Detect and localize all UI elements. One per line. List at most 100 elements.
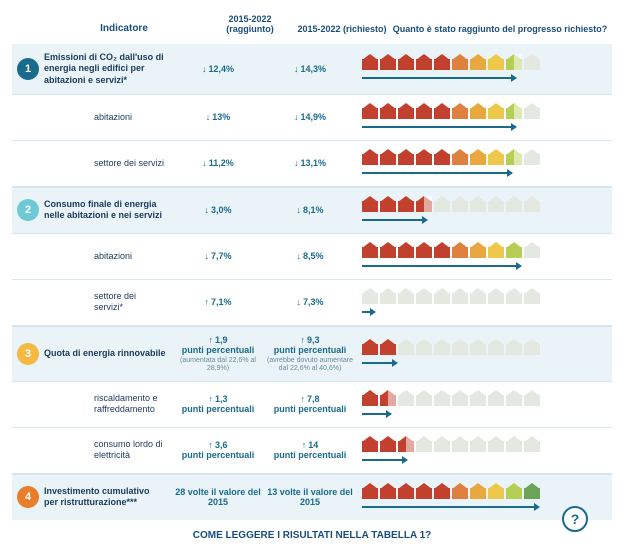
indicator-row-sub: settore dei servizi11,2%13,1% [12, 141, 612, 186]
value-cell: 14,9% [264, 112, 356, 122]
house-icon [470, 54, 486, 70]
chart-col [356, 339, 612, 368]
house-icon [416, 436, 432, 452]
footer: COME LEGGERE I RISULTATI NELLA TABELLA 1… [12, 520, 612, 545]
house-icon [452, 390, 468, 406]
house-icon [506, 149, 522, 165]
value-cell: 1,3punti percentuali [172, 394, 264, 414]
value-cell: 11,2% [172, 158, 264, 168]
value-unit: punti percentuali [264, 345, 356, 355]
chart-col [356, 54, 612, 83]
indicator-label: Investimento cumulativo per ristrutturaz… [44, 486, 172, 509]
value-text: 14 [264, 440, 356, 450]
house-icon [470, 103, 486, 119]
progress-arrow [362, 307, 376, 317]
value-text: 1,9 [172, 335, 264, 345]
indicator-row-main: 4Investimento cumulativo per ristruttura… [12, 475, 612, 520]
value-text: 11,2% [172, 158, 264, 168]
progress-arrow [362, 122, 517, 132]
house-icon [488, 339, 504, 355]
value-unit: punti percentuali [264, 404, 356, 414]
value-unit: punti percentuali [172, 345, 264, 355]
house-icon [434, 54, 450, 70]
house-icon [416, 149, 432, 165]
house-icon [398, 390, 414, 406]
indicator-row-main: 2Consumo finale di energia nelle abitazi… [12, 188, 612, 233]
indicator-row-main: 1Emissioni di CO₂ dall'uso di energia ne… [12, 44, 612, 94]
value-text: 3,0% [172, 205, 264, 215]
house-icon [416, 242, 432, 258]
value-subtext: (avrebbe dovuto aumentare dal 22,6% al 4… [264, 357, 356, 373]
house-icon [362, 436, 378, 452]
value-text: 13 volte il valore del 2015 [264, 487, 356, 507]
house-icon [506, 483, 522, 499]
chart-col [356, 103, 612, 132]
value-cell: 7,3% [264, 297, 356, 307]
house-icon [488, 390, 504, 406]
house-icon [524, 242, 540, 258]
house-icon [506, 436, 522, 452]
indicator-row-sub: abitazioni13%14,9% [12, 95, 612, 140]
house-icon [452, 149, 468, 165]
value-unit: punti percentuali [264, 450, 356, 460]
house-icon [398, 54, 414, 70]
house-icon [452, 339, 468, 355]
house-icon [452, 483, 468, 499]
value-cell: 7,1% [172, 297, 264, 307]
value-cell: 9,3punti percentuali (avrebbe dovuto aume… [264, 335, 356, 373]
header-indicatore: Indicatore [44, 23, 204, 34]
houses-chart [362, 149, 540, 165]
chart-col [356, 242, 612, 271]
house-icon [524, 390, 540, 406]
house-icon [380, 149, 396, 165]
house-icon [506, 103, 522, 119]
indicator-label: riscaldamento e raffreddamento [44, 393, 172, 416]
house-icon [488, 288, 504, 304]
value-cell: 13 volte il valore del 2015 [264, 487, 356, 507]
houses-chart [362, 390, 540, 406]
progress-arrow [362, 502, 540, 512]
value-text: 14,3% [264, 64, 356, 74]
progress-arrow [362, 215, 428, 225]
header-raggiunto: 2015-2022 (raggiunto) [204, 14, 296, 34]
value-cell: 8,1% [264, 205, 356, 215]
value-cell: 13% [172, 112, 264, 122]
house-icon [398, 288, 414, 304]
value-text: 7,8 [264, 394, 356, 404]
house-icon [434, 339, 450, 355]
value-text: 8,5% [264, 251, 356, 261]
progress-arrow [362, 168, 513, 178]
value-cell: 3,0% [172, 205, 264, 215]
house-icon [524, 288, 540, 304]
house-icon [506, 288, 522, 304]
progress-arrow [362, 358, 398, 368]
house-icon [452, 196, 468, 212]
value-unit: punti percentuali [172, 450, 264, 460]
indicator-label: Emissioni di CO₂ dall'uso di energia neg… [44, 52, 172, 86]
help-icon[interactable]: ? [562, 506, 588, 532]
house-icon [506, 339, 522, 355]
indicator-label: settore dei servizi [44, 158, 172, 169]
chart-col [356, 149, 612, 178]
table-header: Indicatore 2015-2022 (raggiunto) 2015-20… [12, 8, 612, 44]
house-icon [524, 483, 540, 499]
value-text: 1,3 [172, 394, 264, 404]
value-text: 9,3 [264, 335, 356, 345]
house-icon [380, 196, 396, 212]
house-icon [452, 436, 468, 452]
house-icon [434, 242, 450, 258]
house-icon [416, 390, 432, 406]
house-icon [506, 390, 522, 406]
value-cell: 13,1% [264, 158, 356, 168]
indicator-label: settore dei servizi* [44, 291, 172, 314]
house-icon [470, 339, 486, 355]
indicator-row-sub: consumo lordo di elettricità3,6punti per… [12, 428, 612, 473]
value-text: 3,6 [172, 440, 264, 450]
value-cell: 14punti percentuali [264, 440, 356, 460]
chart-col [356, 288, 612, 317]
house-icon [398, 242, 414, 258]
value-cell: 7,8punti percentuali [264, 394, 356, 414]
progress-arrow [362, 261, 522, 271]
indicator-row-sub: abitazioni7,7%8,5% [12, 234, 612, 279]
house-icon [452, 103, 468, 119]
